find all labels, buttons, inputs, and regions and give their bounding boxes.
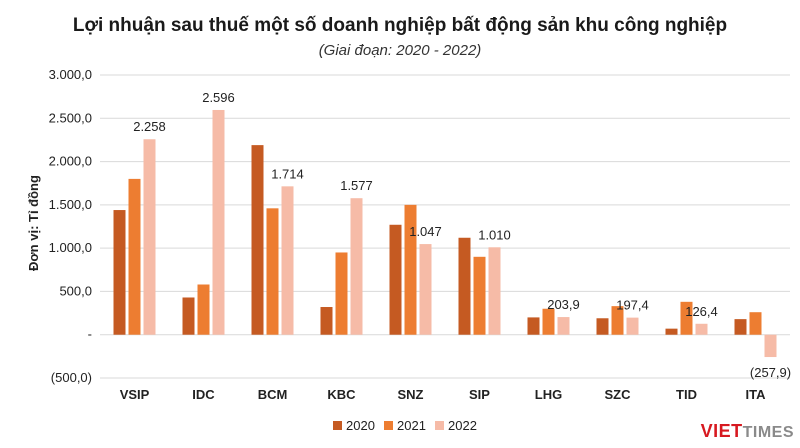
bar-kbc-2021: [335, 252, 348, 335]
category-label: VSIP: [120, 387, 150, 402]
data-label-sip: 1.010: [478, 227, 511, 242]
category-label: SNZ: [398, 387, 424, 402]
data-label-vsip: 2.258: [133, 119, 166, 134]
bar-snz-2021: [404, 204, 417, 335]
data-label-bcm: 1.714: [271, 166, 304, 181]
y-tick-label: (500,0): [51, 370, 92, 385]
bar-tid-2021: [680, 301, 693, 335]
data-labels: 2.258 2.596 1.714 1.577 1.047 1.010 203,9 197,4…: [133, 90, 791, 380]
data-label-lhg: 203,9: [547, 297, 580, 312]
y-tick-label: 2.000,0: [49, 154, 92, 169]
bar-ita-2021: [749, 312, 762, 335]
y-tick-label: 2.500,0: [49, 110, 92, 125]
bar-lhg-2022: [557, 317, 570, 335]
data-label-snz: 1.047: [409, 224, 442, 239]
bar-vsip-2022: [143, 139, 156, 335]
bar-sip-2021: [473, 256, 486, 335]
bars: [113, 109, 777, 358]
legend-swatch-2021: [384, 421, 393, 430]
category-label: LHG: [535, 387, 562, 402]
data-label-szc: 197,4: [616, 298, 649, 313]
bar-sip-2020: [458, 237, 471, 335]
bar-idc-2020: [182, 297, 195, 335]
category-label: IDC: [192, 387, 215, 402]
bar-bcm-2022: [281, 186, 294, 335]
category-label: SIP: [469, 387, 490, 402]
logo-viet: VIET: [700, 421, 743, 441]
legend-swatch-2020: [333, 421, 342, 430]
y-axis-ticks: (500,0) - 500,0 1.000,0 1.500,0 2.000,0 2.500,…: [49, 67, 92, 385]
legend-label-2021: 2021: [397, 418, 426, 433]
category-label: BCM: [258, 387, 288, 402]
bar-tid-2022: [695, 323, 708, 335]
bar-idc-2021: [197, 284, 210, 335]
viettimes-logo: VIETTIMES: [701, 421, 794, 442]
y-tick-label: -: [88, 327, 92, 342]
y-tick-label: 3.000,0: [49, 67, 92, 82]
legend-swatch-2022: [435, 421, 444, 430]
data-label-tid: 126,4: [685, 304, 718, 319]
bar-kbc-2020: [320, 307, 333, 335]
category-label: ITA: [746, 387, 767, 402]
bar-lhg-2021: [542, 308, 555, 335]
bar-ita-2022: [764, 334, 777, 358]
legend-label-2022: 2022: [448, 418, 477, 433]
data-label-ita: (257,9): [750, 365, 791, 380]
y-tick-label: 500,0: [59, 283, 92, 298]
chart-title: Lợi nhuận sau thuế một số doanh nghiệp b…: [73, 15, 727, 36]
y-axis-label: Đơn vị: Tỉ đồng: [26, 175, 41, 271]
bar-sip-2022: [488, 247, 501, 335]
bar-lhg-2020: [527, 317, 540, 335]
logo-times: TIMES: [742, 424, 794, 441]
category-label: KBC: [327, 387, 356, 402]
category-labels: VSIP IDC BCM KBC SNZ SIP LHG SZC TID ITA: [120, 387, 766, 402]
legend-label-2020: 2020: [346, 418, 375, 433]
bar-ita-2020: [734, 319, 747, 335]
category-label: TID: [676, 387, 697, 402]
data-label-kbc: 1.577: [340, 178, 373, 193]
bar-bcm-2020: [251, 145, 264, 335]
bar-kbc-2022: [350, 198, 363, 335]
bar-idc-2022: [212, 109, 225, 335]
bar-szc-2020: [596, 318, 609, 335]
bar-snz-2020: [389, 224, 402, 335]
bar-bcm-2021: [266, 208, 279, 335]
bar-tid-2020: [665, 328, 678, 335]
y-tick-label: 1.500,0: [49, 197, 92, 212]
bar-snz-2022: [419, 244, 432, 335]
category-label: SZC: [605, 387, 632, 402]
bar-szc-2022: [626, 317, 639, 335]
data-label-idc: 2.596: [202, 90, 235, 105]
bar-vsip-2020: [113, 210, 126, 335]
bar-vsip-2021: [128, 178, 141, 335]
y-tick-label: 1.000,0: [49, 240, 92, 255]
legend: 2020 2021 2022: [333, 418, 477, 433]
chart-subtitle: (Giai đoạn: 2020 - 2022): [319, 42, 482, 59]
bar-szc-2021: [611, 306, 624, 335]
